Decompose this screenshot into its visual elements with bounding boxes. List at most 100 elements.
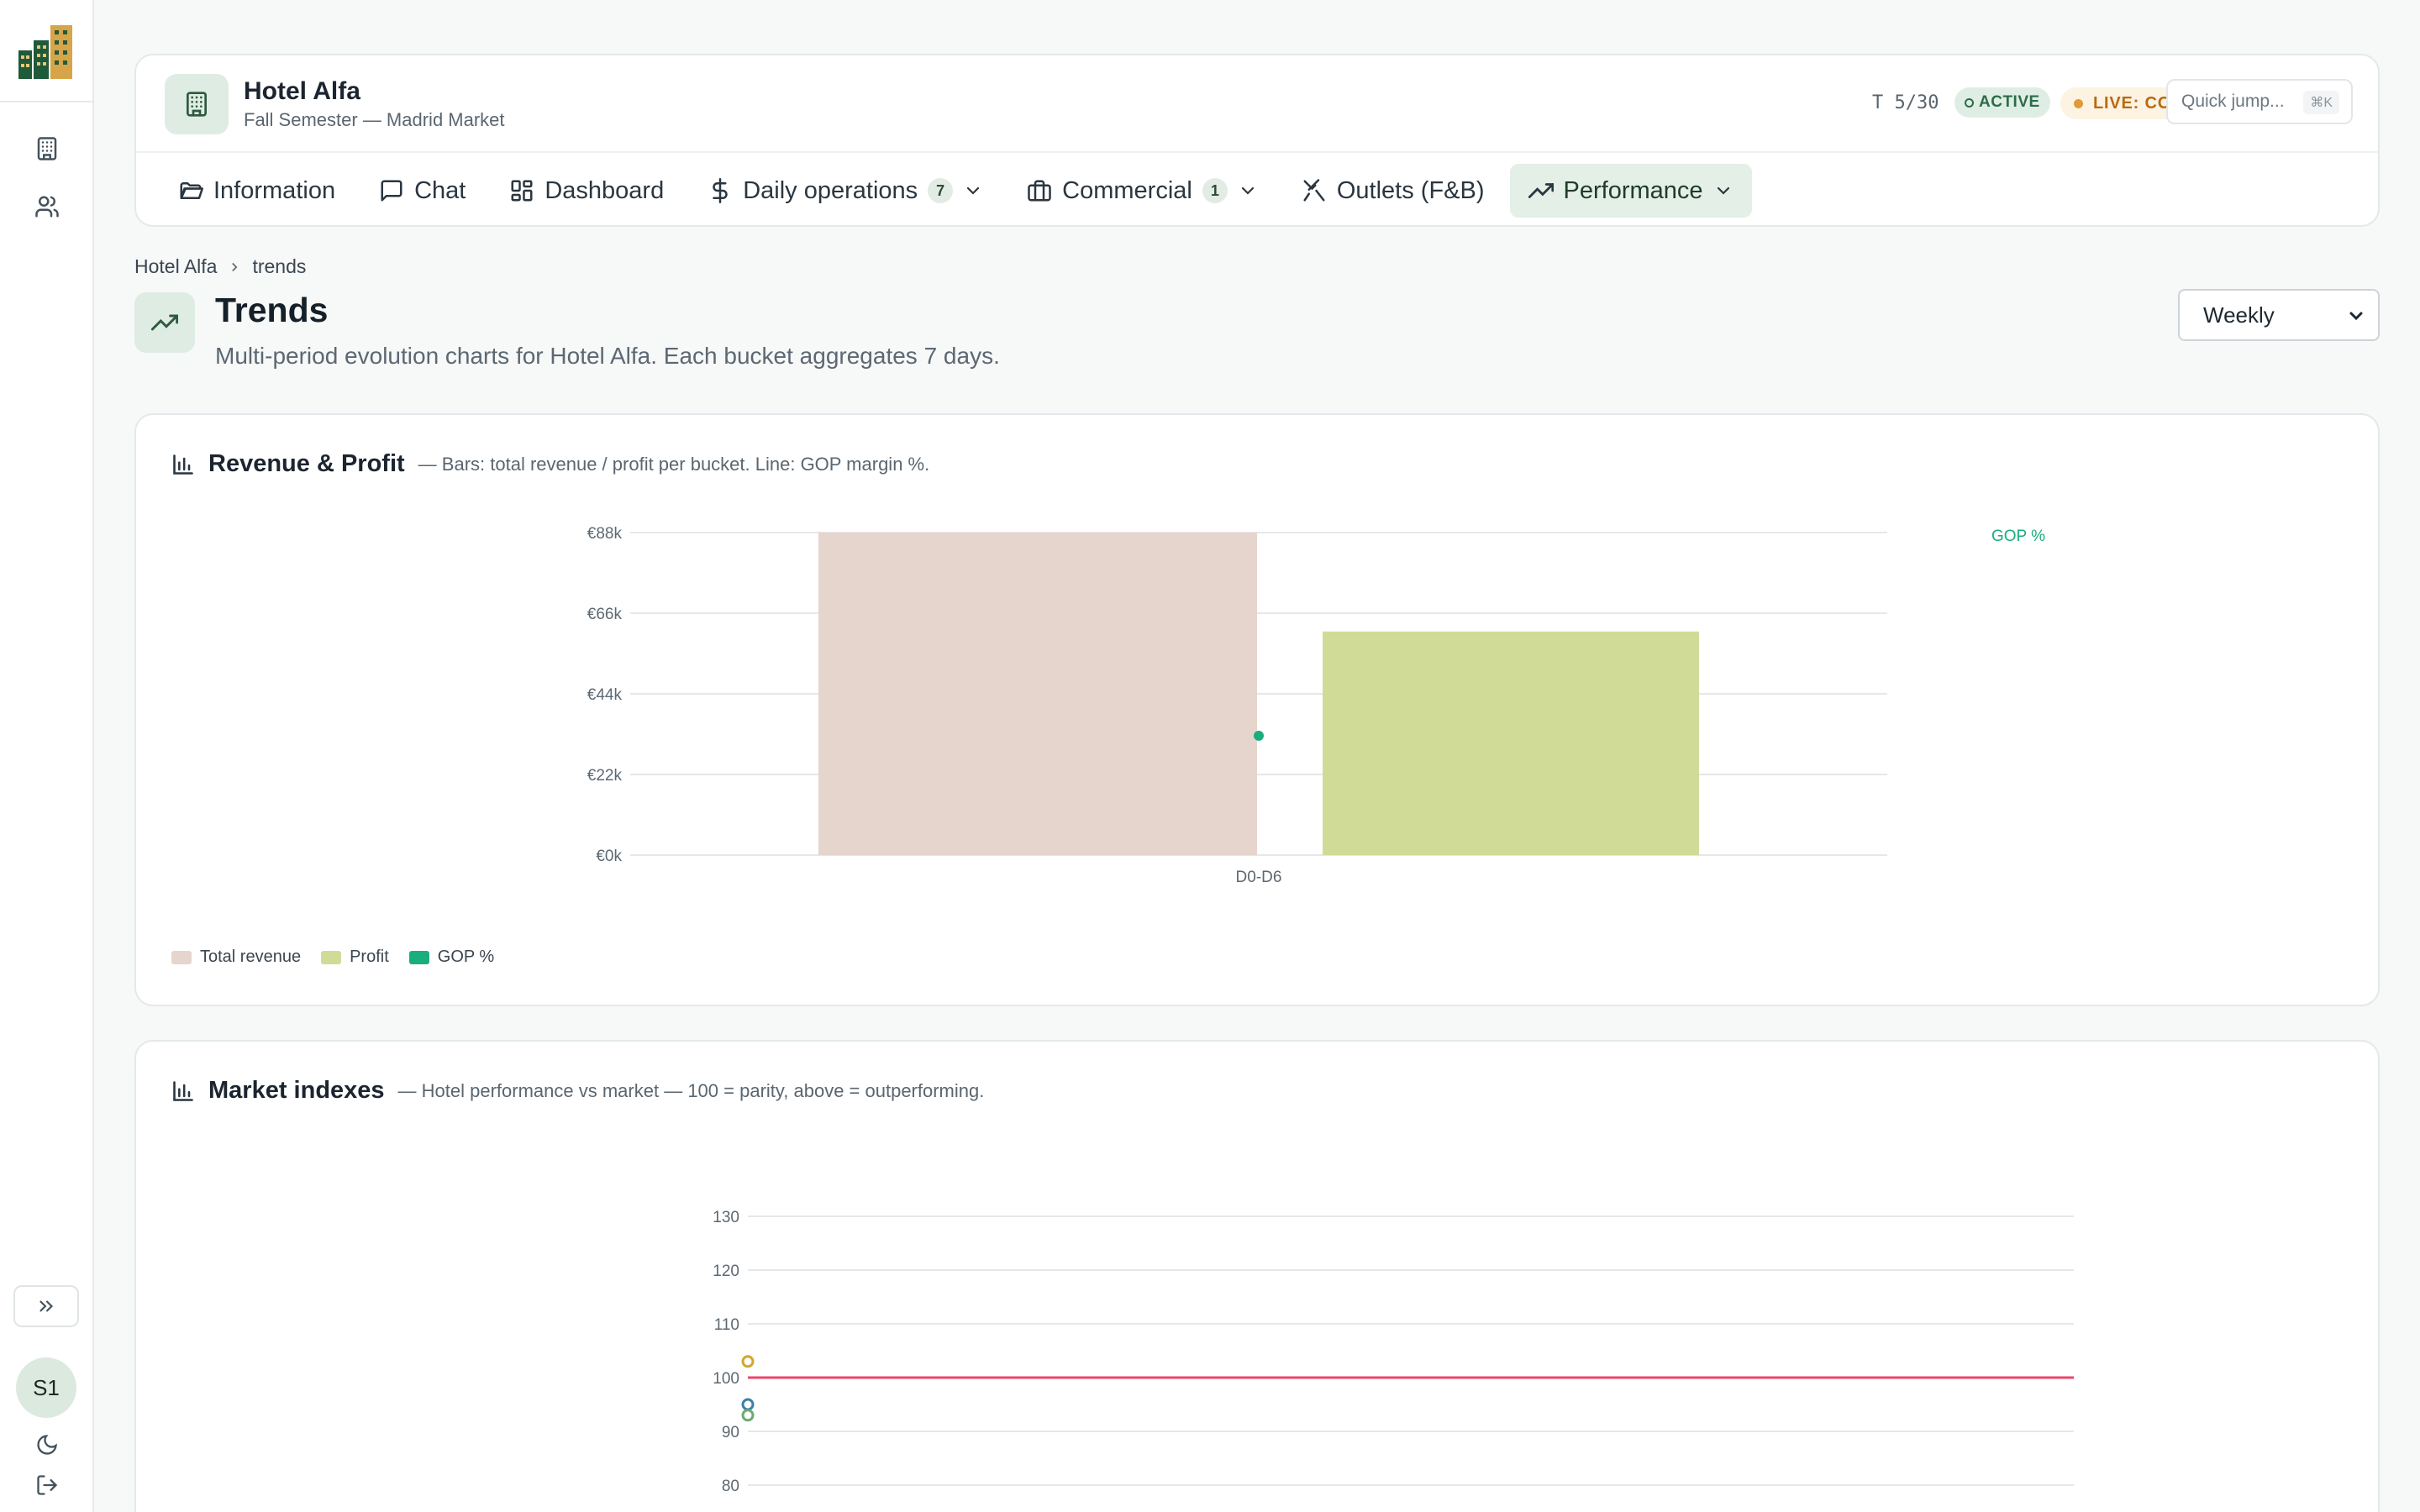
y-tick-label: 80 (722, 1478, 739, 1495)
dollar-icon (713, 178, 728, 203)
chevron-down-icon (967, 186, 980, 195)
trending-up-icon (1528, 183, 1554, 198)
main-tabs: Information Chat Dashboard Daily operati… (160, 163, 1759, 218)
chevron-down-icon (2349, 312, 2363, 321)
chart-title: Market indexes (208, 1077, 385, 1104)
index-point (741, 1409, 755, 1422)
y-tick-label: €0k (596, 848, 622, 865)
tab-label: Dashboard (544, 176, 665, 204)
chart-title: Revenue & Profit (208, 450, 405, 477)
revenue-profit-card: Revenue & Profit — Bars: total revenue /… (134, 413, 2380, 1006)
tab-outlets[interactable]: Outlets (F&B) (1283, 164, 1503, 218)
index-point (741, 1355, 755, 1368)
user-avatar[interactable]: S1 (16, 1357, 76, 1418)
legend-swatch (408, 950, 429, 964)
tab-label: Outlets (F&B) (1336, 176, 1485, 204)
bar-chart-icon (173, 1080, 193, 1101)
breadcrumb: Hotel Alfa trends (134, 255, 306, 278)
app-logo[interactable] (17, 20, 76, 81)
legend-label: GOP % (437, 948, 495, 966)
user-initials: S1 (33, 1374, 60, 1400)
period-select[interactable]: Weekly (2178, 289, 2380, 341)
turn-counter: T 5/30 (1872, 92, 1939, 113)
y-tick-label: 90 (722, 1424, 739, 1441)
hotel-name: Hotel Alfa (244, 77, 360, 105)
legend-item-gop[interactable]: GOP % (408, 948, 495, 967)
breadcrumb-current: trends (252, 255, 307, 277)
market-card-header: Market indexes — Hotel performance vs ma… (171, 1077, 984, 1105)
chevron-right-icon (232, 262, 238, 271)
utensils-icon (1303, 179, 1325, 202)
dashboard-icon (511, 180, 533, 202)
market-indexes-chart: 708090100110120130D0-D6 (713, 1209, 2074, 1495)
legend-label: Total revenue (200, 948, 302, 966)
status-label: ACTIVE (1979, 93, 2040, 111)
gop-point (1254, 730, 1264, 741)
tab-daily-operations[interactable]: Daily operations 7 (689, 164, 1002, 218)
y-tick-label: €44k (587, 686, 623, 704)
y-tick-label: 100 (713, 1370, 739, 1388)
chart-subtitle: — Hotel performance vs market — 100 = pa… (397, 1079, 985, 1101)
x-tick-label: D0-D6 (1236, 869, 1282, 886)
legend-item-profit[interactable]: Profit (321, 948, 389, 967)
tab-dashboard[interactable]: Dashboard (491, 164, 682, 218)
header-divider (136, 151, 2378, 153)
y-tick-label: 130 (713, 1209, 739, 1226)
tab-information[interactable]: Information (160, 164, 354, 218)
tab-commercial[interactable]: Commercial 1 (1008, 164, 1276, 218)
hotel-header: Hotel Alfa Fall Semester — Madrid Market… (134, 54, 2380, 227)
y-tick-label: €66k (587, 606, 623, 623)
bar-chart-icon (173, 454, 193, 475)
moon-icon[interactable] (30, 1428, 64, 1462)
legend-item-revenue[interactable]: Total revenue (171, 948, 301, 967)
tab-label: Commercial (1062, 176, 1192, 204)
index-point (741, 1398, 755, 1411)
live-dot-icon (2074, 98, 2083, 108)
quick-jump-label: Quick jump... (2181, 92, 2285, 111)
rail-divider (0, 101, 94, 102)
revenue-bar (818, 533, 1257, 855)
right-axis-label: GOP % (1991, 528, 2045, 545)
revenue-card-header: Revenue & Profit — Bars: total revenue /… (171, 450, 929, 478)
y-tick-label: 110 (714, 1316, 739, 1334)
tab-label: Daily operations (743, 176, 918, 204)
legend-label: Profit (350, 948, 389, 966)
tab-count-badge: 7 (928, 178, 954, 203)
revenue-legend: Total revenue Profit GOP % (171, 948, 494, 967)
chat-icon (381, 180, 402, 202)
quick-jump-shortcut: ⌘K (2303, 91, 2339, 114)
chevron-down-icon (1717, 186, 1729, 195)
page-description: Multi-period evolution charts for Hotel … (215, 343, 1000, 369)
left-rail: S1 (0, 0, 94, 1512)
tab-count-badge: 1 (1202, 178, 1228, 203)
hotels-nav-icon[interactable] (30, 132, 64, 165)
folder-icon (180, 182, 203, 199)
breadcrumb-root[interactable]: Hotel Alfa (134, 255, 218, 277)
y-tick-label: €22k (587, 767, 623, 785)
expand-sidebar-button[interactable] (13, 1285, 79, 1327)
users-nav-icon[interactable] (30, 190, 64, 223)
status-badge: ACTIVE (1954, 87, 2050, 118)
tab-label: Performance (1563, 176, 1703, 204)
tab-performance[interactable]: Performance (1509, 164, 1752, 218)
market-indexes-card: Market indexes — Hotel performance vs ma… (134, 1040, 2380, 1512)
tab-label: Chat (414, 176, 466, 204)
revenue-profit-chart: €0k €22k €44k €66k €88k D0-D6 GOP % (587, 525, 2045, 886)
trending-up-icon (134, 292, 195, 353)
hotel-building-icon (165, 74, 229, 134)
logout-icon[interactable] (30, 1468, 64, 1502)
chevron-down-icon (1241, 186, 1254, 195)
tab-chat[interactable]: Chat (360, 164, 484, 218)
y-tick-label: €88k (587, 525, 623, 543)
y-tick-label: 120 (713, 1263, 739, 1280)
period-select-value: Weekly (2203, 302, 2275, 328)
legend-swatch (171, 950, 192, 964)
tab-label: Information (213, 176, 336, 204)
quick-jump-button[interactable]: Quick jump... ⌘K (2166, 79, 2353, 124)
profit-bar (1323, 631, 1699, 855)
briefcase-icon (1028, 180, 1051, 202)
legend-swatch (321, 950, 342, 964)
page-title: Trends (215, 291, 329, 329)
status-ring-icon (1965, 97, 1974, 108)
chevrons-right-icon (39, 1300, 54, 1312)
